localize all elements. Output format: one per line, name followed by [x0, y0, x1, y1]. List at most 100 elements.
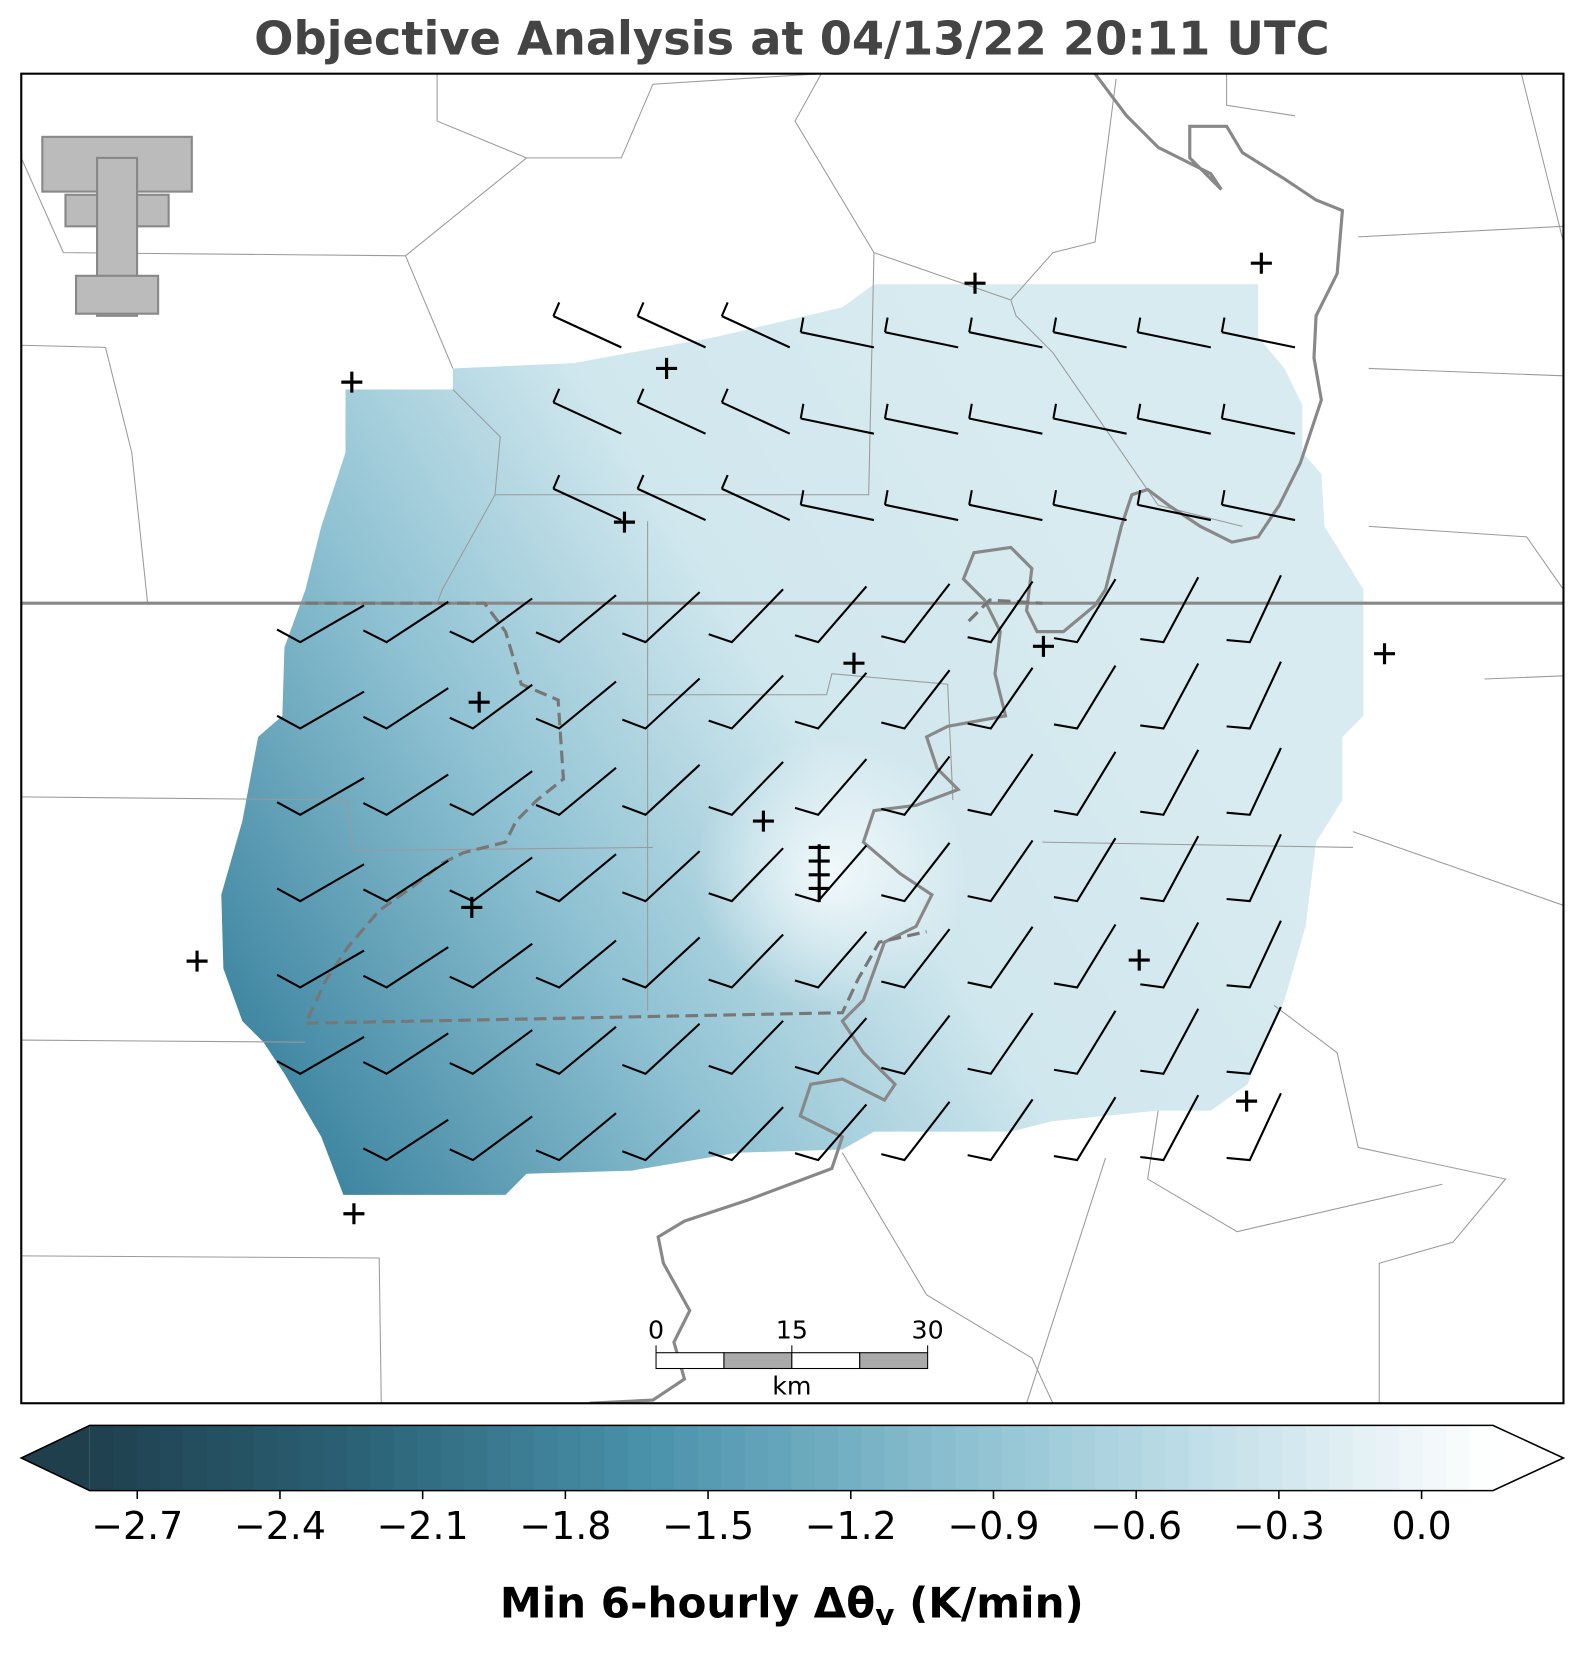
- wind-barb: [1053, 751, 1117, 816]
- colorbar-level: [1165, 1425, 1190, 1491]
- wind-barb: [799, 403, 875, 435]
- scale-segment: [791, 1352, 861, 1370]
- wind-barb: [1053, 1010, 1117, 1075]
- wind-barb: [967, 753, 1034, 816]
- wind-barb: [1053, 837, 1117, 903]
- wind-barb: [881, 583, 951, 644]
- wind-barb: [1140, 921, 1200, 989]
- colorbar-level: [1118, 1425, 1143, 1491]
- colorbar-level: [580, 1425, 605, 1491]
- colorbar-level: [721, 1425, 746, 1491]
- label-subscript: v: [875, 1597, 894, 1631]
- colorbar-outline: [19, 1424, 1566, 1492]
- wind-barb: [1053, 578, 1117, 644]
- colorbar-level: [136, 1425, 161, 1491]
- colorbar-level: [440, 1425, 465, 1491]
- wind-barb: [708, 674, 784, 730]
- colorbar-level: [1071, 1425, 1096, 1491]
- wind-barb: [1140, 835, 1200, 903]
- wind-barb: [881, 755, 951, 816]
- wind-barb: [708, 588, 784, 644]
- colorbar-tick-label: −1.2: [805, 1504, 897, 1548]
- scale-tick-label: 0: [648, 1316, 664, 1345]
- wind-barb: [362, 687, 449, 730]
- colorbar-level: [253, 1425, 278, 1491]
- colorbar-tick-label: −2.7: [91, 1504, 183, 1548]
- colorbar-extension: [1492, 1425, 1564, 1491]
- wind-barb: [535, 939, 617, 989]
- colorbar-level: [1469, 1425, 1494, 1491]
- wind-barb: [1140, 663, 1200, 730]
- wind-barb: [883, 317, 959, 349]
- wind-barb: [1220, 317, 1296, 349]
- wind-barb: [621, 764, 701, 817]
- wind-barb: [881, 928, 951, 989]
- wind-barb: [1226, 574, 1282, 644]
- colorbar-level: [463, 1425, 488, 1491]
- analysis-field: [221, 284, 1364, 1195]
- wind-barb: [1052, 489, 1127, 522]
- wind-barb: [276, 863, 365, 903]
- wind-barb: [794, 585, 868, 644]
- wind-barb: [535, 594, 617, 644]
- wind-barb: [883, 403, 959, 435]
- wind-barb: [881, 669, 951, 730]
- wind-barb: [881, 1014, 951, 1075]
- colorbar-level: [1025, 1425, 1050, 1491]
- colorbar-level: [744, 1425, 769, 1491]
- scale-segment: [859, 1352, 929, 1370]
- wind-barb: [362, 1118, 449, 1162]
- station-markers: [186, 252, 1396, 1225]
- wind-barb: [1220, 489, 1296, 522]
- field-maximum: [694, 736, 969, 1011]
- title: Objective Analysis at 04/13/22 20:11 UTC: [254, 12, 1329, 66]
- colorbar-level: [230, 1425, 255, 1491]
- wind-barb: [362, 1032, 449, 1075]
- colorbar-level: [1282, 1425, 1307, 1491]
- colorbar-level: [604, 1425, 629, 1491]
- wind-barb: [552, 388, 622, 435]
- wind-barb: [535, 680, 617, 730]
- colorbar-level: [650, 1425, 676, 1491]
- wind-barb: [1052, 403, 1127, 435]
- colorbar-level: [1376, 1425, 1401, 1491]
- wind-barb: [708, 933, 784, 989]
- colorbar-label: Min 6-hourly Δθv (K/min): [500, 1578, 1084, 1632]
- colorbar-level: [674, 1425, 699, 1491]
- wind-barb: [552, 474, 622, 521]
- wind-barb: [449, 683, 533, 730]
- colorbar-level: [417, 1425, 442, 1491]
- colorbar-tick-label: −2.1: [377, 1504, 469, 1548]
- label-text: Min 6-hourly Δθ: [500, 1578, 875, 1627]
- wind-barb: [535, 1026, 617, 1075]
- colorbar-level: [1142, 1425, 1167, 1491]
- wind-barb: [1053, 1096, 1117, 1162]
- wind-barb: [362, 600, 449, 644]
- scale-segment: [723, 1352, 793, 1370]
- wind-barb: [449, 1029, 533, 1075]
- logo: [41, 135, 193, 317]
- colorbar-level: [884, 1425, 909, 1491]
- scale-unit: km: [772, 1371, 811, 1400]
- wind-barb: [1053, 923, 1117, 989]
- wind-barb: [535, 853, 617, 903]
- colorbar-level: [627, 1425, 652, 1491]
- wind-barb: [968, 317, 1043, 349]
- colorbar-level: [1001, 1425, 1026, 1491]
- colorbar-level: [1422, 1425, 1447, 1491]
- wind-barb: [794, 931, 868, 989]
- wind-barb: [794, 672, 868, 730]
- wind-barb: [1226, 833, 1282, 903]
- wind-barb: [794, 1017, 868, 1075]
- map-frame: [20, 72, 1565, 1405]
- wind-barb: [535, 767, 617, 817]
- wind-barb: [720, 474, 791, 521]
- scale-segment: [655, 1352, 725, 1370]
- wind-barb: [621, 591, 701, 644]
- wind-barb: [967, 1012, 1034, 1075]
- colorbar-level: [791, 1425, 816, 1491]
- wind-barb: [621, 1109, 701, 1162]
- wind-barb: [535, 1112, 617, 1162]
- colorbar-level: [767, 1425, 792, 1491]
